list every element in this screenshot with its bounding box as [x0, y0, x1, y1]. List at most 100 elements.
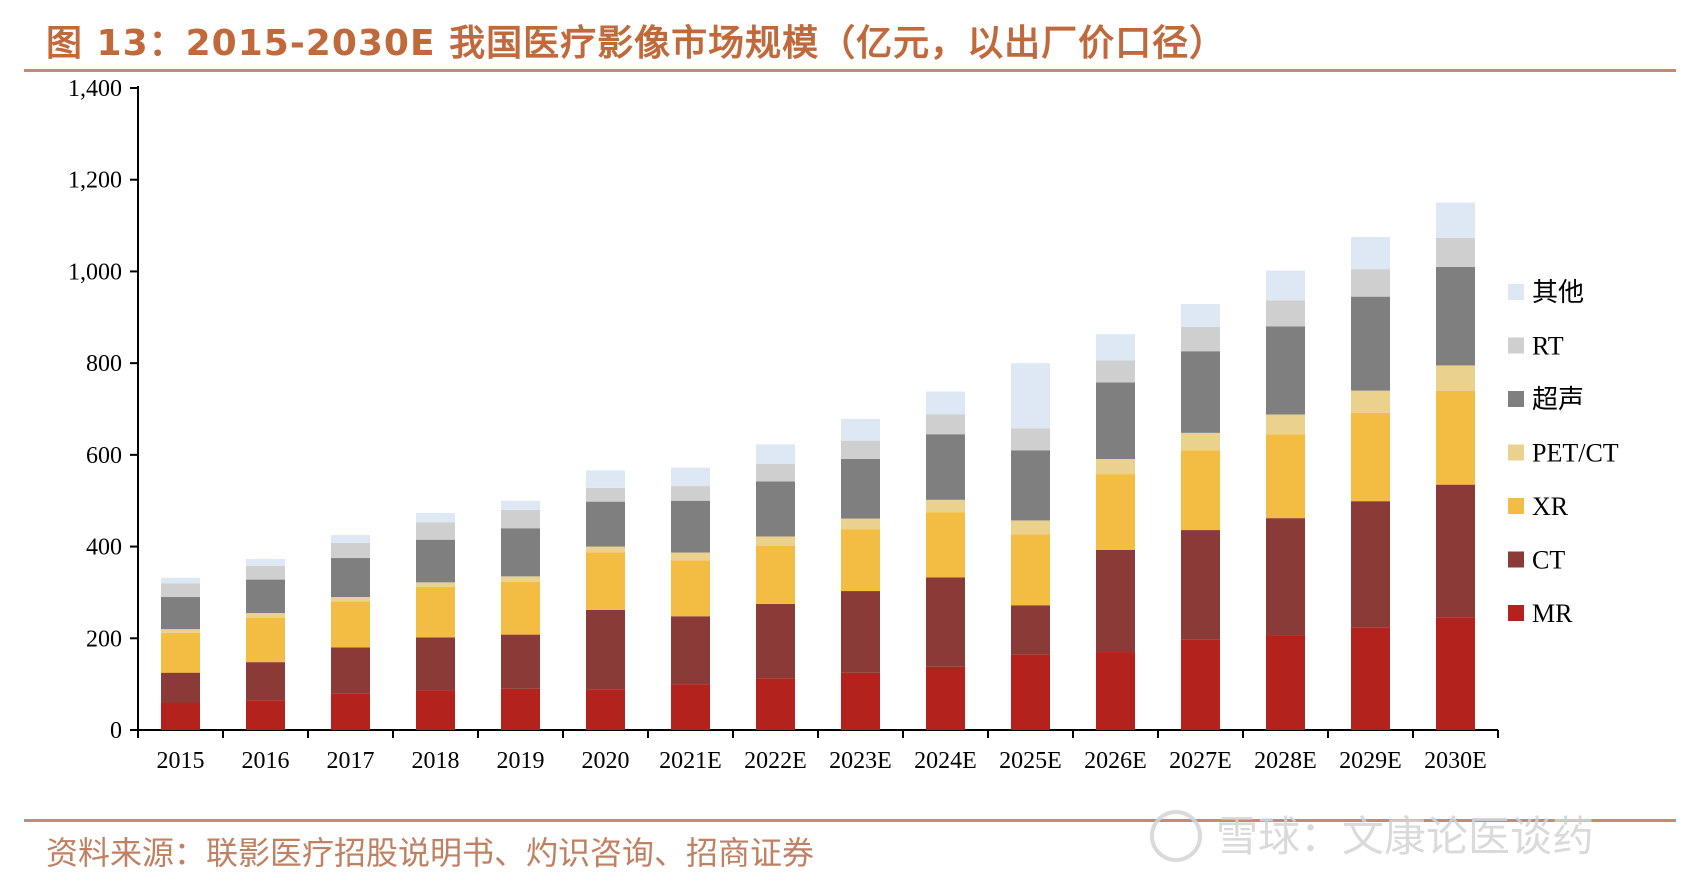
bar-segment	[756, 536, 795, 546]
x-tick-label: 2025E	[999, 748, 1062, 774]
bar-segment	[1351, 269, 1390, 297]
bar-segment	[586, 501, 625, 547]
bar-segment	[331, 601, 370, 648]
bar-segment	[756, 678, 795, 730]
legend-swatch	[1508, 337, 1524, 354]
bar-segment	[331, 693, 370, 730]
bar-segment	[246, 700, 285, 730]
x-tick-label: 2020	[582, 748, 630, 774]
bar-segment	[1436, 202, 1475, 238]
bar-segment	[1181, 432, 1220, 451]
legend-swatch	[1508, 444, 1524, 461]
bar-segment	[416, 586, 455, 638]
bar-segment	[841, 591, 880, 673]
x-tick-label: 2024E	[914, 748, 977, 774]
bar-segment	[756, 481, 795, 537]
bar-segment	[1266, 434, 1305, 519]
bar-segment	[1011, 605, 1050, 655]
bar-segment	[1266, 518, 1305, 636]
bar-segment	[501, 500, 540, 510]
bar-segment	[1096, 360, 1135, 383]
bar-segment	[1351, 237, 1390, 270]
bar-segment	[671, 616, 710, 685]
bar-segment	[756, 444, 795, 465]
bar-segment	[501, 688, 540, 730]
bar-segment	[586, 609, 625, 690]
y-tick-label: 800	[86, 351, 122, 377]
bar-segment	[161, 632, 200, 673]
x-tick-label: 2017	[327, 748, 375, 774]
bar-segment	[246, 662, 285, 701]
legend-swatch	[1508, 284, 1524, 300]
bar-segment	[1436, 617, 1475, 730]
bar-segment	[501, 509, 540, 529]
bar-segment	[161, 702, 200, 730]
y-tick-label: 1,400	[68, 76, 122, 102]
x-tick-label: 2018	[412, 748, 460, 774]
bar-segment	[671, 684, 710, 730]
bar-segment	[1436, 390, 1475, 485]
bar-segment	[586, 546, 625, 553]
bar-segment	[586, 470, 625, 488]
bar-segment	[161, 597, 200, 630]
bar-segment	[1266, 326, 1305, 415]
bar-segment	[1181, 639, 1220, 730]
bar-segment	[1181, 326, 1220, 352]
bar-segment	[246, 617, 285, 663]
legend-swatch	[1508, 605, 1524, 621]
bar-segment	[246, 558, 285, 566]
bar-segment	[1436, 237, 1475, 267]
bar-segment	[926, 414, 965, 435]
bar-segment	[671, 560, 710, 617]
bar-segment	[586, 552, 625, 610]
chart-bars	[161, 202, 1475, 730]
y-tick-label: 0	[110, 718, 122, 744]
bar-segment	[1011, 654, 1050, 730]
bar-segment	[161, 577, 200, 584]
bar-segment	[926, 391, 965, 415]
bar-segment	[331, 535, 370, 543]
bar-segment	[1011, 450, 1050, 521]
watermark-text: 雪球：文康论医谈药	[1216, 812, 1595, 861]
y-tick-label: 1,200	[68, 168, 122, 194]
bar-segment	[1011, 520, 1050, 535]
bar-segment	[1011, 534, 1050, 606]
bar-segment	[586, 487, 625, 502]
bar-segment	[926, 666, 965, 730]
bar-segment	[1436, 266, 1475, 366]
legend-label: 其他	[1532, 278, 1584, 307]
bar-segment	[416, 690, 455, 730]
bar-segment	[246, 579, 285, 614]
bar-segment	[586, 689, 625, 730]
bar-segment	[501, 528, 540, 577]
bar-segment	[1351, 501, 1390, 628]
x-tick-label: 2028E	[1254, 748, 1317, 774]
bar-segment	[1266, 414, 1305, 435]
bar-segment	[1436, 365, 1475, 391]
bar-segment	[926, 577, 965, 667]
x-tick-label: 2019	[497, 748, 545, 774]
bar-segment	[416, 582, 455, 587]
bar-segment	[416, 637, 455, 691]
bar-segment	[1436, 484, 1475, 618]
x-tick-label: 2023E	[829, 748, 892, 774]
chart-title: 图 13：2015-2030E 我国医疗影像市场规模（亿元，以出厂价口径）	[46, 23, 1227, 64]
bar-segment	[331, 558, 370, 598]
bar-segment	[1351, 412, 1390, 502]
x-tick-label: 2029E	[1339, 748, 1402, 774]
bar-segment	[926, 434, 965, 500]
bar-segment	[1351, 627, 1390, 730]
bar-segment	[1181, 351, 1220, 433]
legend-label: MR	[1532, 599, 1573, 628]
bar-segment	[841, 518, 880, 530]
bar-segment	[841, 440, 880, 459]
bar-segment	[1096, 334, 1135, 361]
x-tick-label: 2016	[242, 748, 290, 774]
y-tick-label: 400	[86, 535, 122, 561]
bar-segment	[1266, 635, 1305, 730]
bar-segment	[246, 565, 285, 580]
bar-segment	[331, 647, 370, 694]
bar-segment	[501, 576, 540, 582]
y-tick-label: 200	[86, 626, 122, 652]
watermark-logo-icon	[1150, 809, 1202, 862]
